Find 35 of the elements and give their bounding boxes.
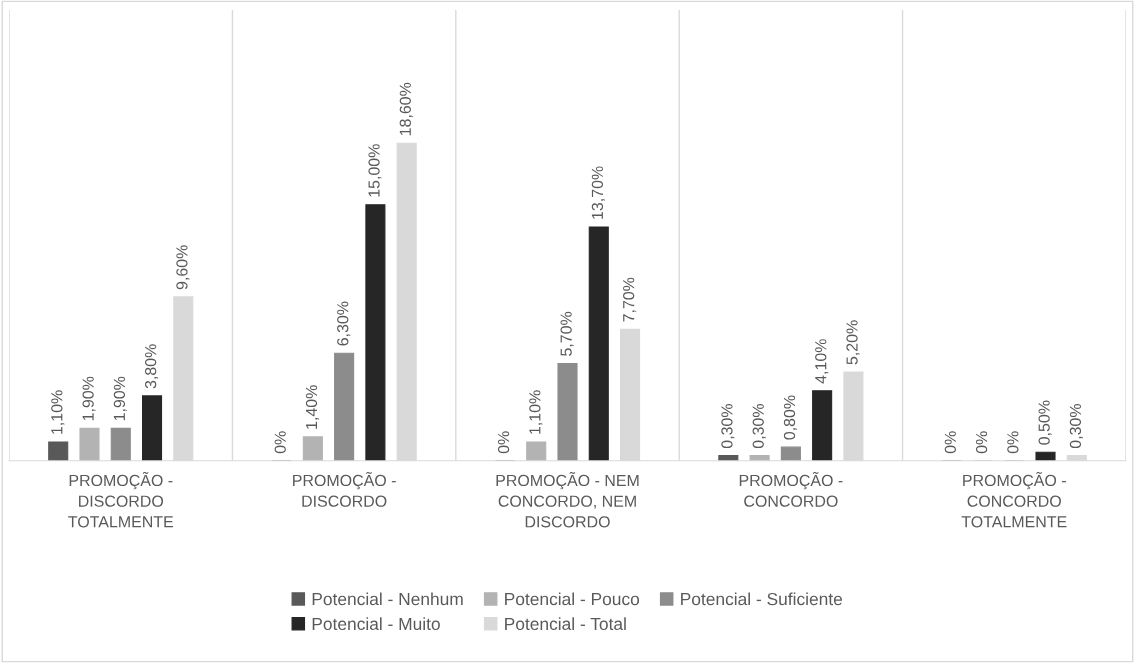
data-label: 18,60%	[399, 82, 413, 136]
x-tick-label: PROMOÇÃO - CONCORDO TOTALMENTE	[961, 471, 1067, 528]
x-tick-label: PROMOÇÃO - DISCORDO	[293, 471, 396, 507]
x-tick-label: PROMOÇÃO - DISCORDO TOTALMENTE	[68, 471, 174, 528]
data-label: 15,00%	[368, 144, 382, 197]
data-label: 0%	[274, 431, 286, 454]
data-label: 0%	[1007, 431, 1019, 454]
data-label: 0,30%	[1069, 404, 1083, 449]
data-label: 0%	[944, 431, 956, 454]
data-label: 0%	[975, 431, 988, 454]
data-label: 5,70%	[560, 311, 574, 356]
data-label: 1,40%	[305, 385, 320, 429]
data-label: 0,30%	[752, 404, 766, 449]
data-label: 1,10%	[529, 390, 543, 434]
data-label: 7,70%	[623, 277, 637, 322]
data-label: 1,90%	[113, 376, 127, 421]
x-tick-label: PROMOÇÃO - NEM CONCORDO, NEM DISCORDO	[496, 471, 639, 528]
data-label: 9,60%	[176, 245, 190, 290]
legend-label: Potencial - Total	[505, 617, 626, 631]
legend-label: Potencial - Nenhum	[312, 592, 463, 606]
data-label: 13,70%	[591, 166, 605, 219]
data-label: 0,80%	[783, 395, 798, 440]
data-label: 1,90%	[82, 376, 96, 421]
data-label: 0%	[497, 431, 510, 454]
legend-label: Potencial - Suficiente	[681, 592, 843, 606]
data-label: 5,20%	[846, 320, 860, 365]
x-tick-label: PROMOÇÃO - CONCORDO	[739, 471, 843, 507]
data-label: 1,10%	[51, 390, 65, 434]
data-label: 0,50%	[1038, 400, 1052, 445]
data-label: 4,10%	[815, 339, 829, 384]
legend-label: Potencial - Pouco	[505, 592, 640, 606]
data-label: 6,30%	[337, 301, 351, 346]
data-label: 0,30%	[721, 404, 735, 449]
data-label: 3,80%	[145, 344, 159, 389]
legend-label: Potencial - Muito	[312, 617, 440, 631]
